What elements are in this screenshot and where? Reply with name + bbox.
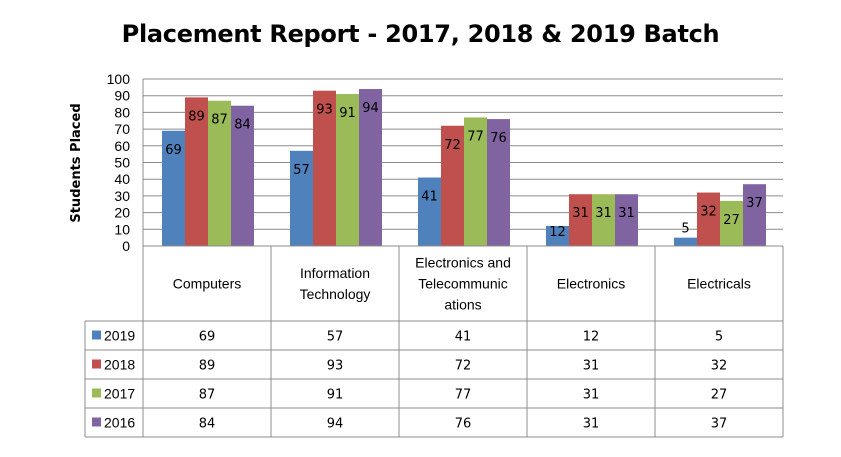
data-label: 72 (444, 138, 461, 153)
category-label: Technology (300, 286, 371, 302)
y-tick-label: 20 (114, 205, 130, 221)
table-cell: 5 (715, 330, 723, 345)
bar (290, 150, 313, 246)
table-cell: 69 (199, 330, 216, 345)
data-label: 5 (681, 222, 689, 237)
y-tick-label: 60 (114, 138, 130, 154)
y-tick-label: 0 (122, 238, 130, 254)
y-tick-label: 40 (114, 171, 130, 187)
category-label: Telecommunic (418, 276, 507, 292)
category-label: Electronics and (415, 255, 511, 271)
table-cell: 27 (711, 388, 728, 403)
bar (487, 119, 510, 246)
bar (185, 97, 208, 247)
data-label: 76 (490, 131, 507, 146)
y-tick-label: 30 (114, 188, 130, 204)
table-cell: 31 (583, 388, 600, 403)
data-label: 84 (234, 118, 251, 133)
bar (615, 194, 638, 246)
bar (208, 100, 231, 247)
data-label: 31 (618, 206, 635, 221)
y-tick-label: 80 (114, 104, 130, 120)
category-label: Electricals (687, 276, 751, 292)
table-cell: 94 (327, 417, 344, 432)
table-cell: 84 (199, 417, 216, 432)
table-cell: 72 (455, 359, 472, 374)
data-label: 77 (467, 129, 484, 144)
legend-label: 2018 (104, 357, 135, 373)
table-cell: 12 (583, 330, 600, 345)
table-cell: 31 (583, 417, 600, 432)
bar (697, 192, 720, 246)
bar (720, 200, 743, 246)
bar (743, 184, 766, 246)
table-cell: 31 (583, 359, 600, 374)
legend-key (92, 330, 101, 340)
bar (231, 105, 254, 246)
data-label: 41 (421, 190, 438, 205)
table-cell: 91 (327, 388, 344, 403)
table-cell: 41 (455, 330, 472, 345)
table-cell: 32 (711, 359, 728, 374)
table-cell: 87 (199, 388, 216, 403)
data-label: 69 (165, 143, 182, 158)
legend-label: 2016 (104, 415, 135, 431)
data-label: 12 (549, 225, 566, 240)
category-label: Electronics (557, 276, 625, 292)
data-label: 89 (188, 109, 205, 124)
bar (359, 89, 382, 247)
data-label: 57 (293, 163, 310, 178)
bar (464, 117, 487, 246)
category-label: ations (444, 297, 481, 313)
table-cell: 57 (327, 330, 344, 345)
data-label: 37 (746, 196, 763, 211)
y-tick-label: 70 (114, 121, 130, 137)
table-cell: 76 (455, 417, 472, 432)
bar (441, 125, 464, 246)
legend-label: 2019 (104, 328, 135, 344)
data-label: 27 (723, 213, 740, 228)
legend-key (92, 388, 101, 398)
y-tick-label: 90 (114, 88, 130, 104)
table-cell: 89 (199, 359, 216, 374)
category-label: Computers (173, 276, 241, 292)
chart-title: Placement Report - 2017, 2018 & 2019 Bat… (121, 20, 720, 48)
bar (336, 94, 359, 246)
bar (418, 177, 441, 246)
data-label: 31 (572, 206, 589, 221)
legend-key (92, 359, 101, 369)
data-label: 87 (211, 113, 228, 128)
bar (592, 194, 615, 246)
bar (674, 237, 697, 246)
table-cell: 93 (327, 359, 344, 374)
bar (569, 194, 592, 246)
data-label: 94 (362, 101, 379, 116)
bar (546, 225, 569, 246)
table-cell: 37 (711, 417, 728, 432)
y-axis-label: Students Placed (69, 103, 84, 222)
table-cell: 77 (455, 388, 472, 403)
bar (313, 90, 336, 246)
category-label: Information (300, 265, 370, 281)
bar (162, 130, 185, 246)
legend-key (92, 417, 101, 427)
y-tick-label: 50 (114, 155, 130, 171)
y-tick-label: 100 (107, 71, 131, 87)
data-label: 31 (595, 206, 612, 221)
data-label: 32 (700, 205, 717, 220)
data-label: 93 (316, 103, 333, 118)
y-tick-label: 10 (114, 221, 130, 237)
data-label: 91 (339, 106, 356, 121)
legend-label: 2017 (104, 386, 135, 402)
